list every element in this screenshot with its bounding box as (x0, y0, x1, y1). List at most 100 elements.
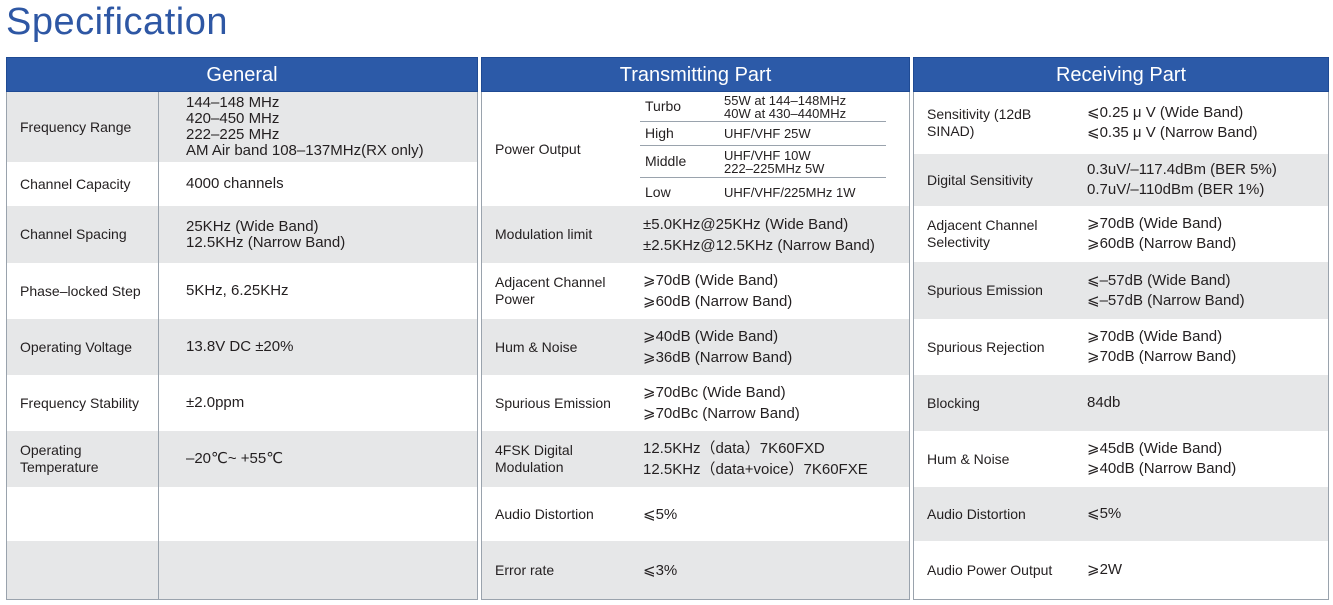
general-row: Operating Temperature –20℃~ +55℃ (7, 431, 477, 487)
transmitting-rows: Power Output Turbo 55W at 144–148MHz 40W at… (481, 92, 910, 600)
transmitting-value: ⩽3% (628, 541, 677, 599)
general-value (159, 487, 186, 541)
receiving-row: Spurious Rejection ⩾70dB (Wide Band) ⩾70dB… (914, 319, 1328, 375)
transmitting-row: Adjacent Channel Power ⩾70dB (Wide Band) ⩾… (482, 263, 909, 319)
transmitting-value-line: ⩾70dB (Wide Band) (643, 272, 779, 289)
receiving-label: Sensitivity (12dB SINAD) (927, 106, 1032, 139)
power-level-name: Turbo (645, 98, 682, 114)
receiving-label: Spurious Emission (927, 282, 1043, 298)
general-label: Frequency Stability (7, 375, 159, 431)
general-value-line: –20℃~ +55℃ (186, 450, 284, 467)
receiving-row: Adjacent Channel Selectivity ⩾70dB (Wide … (914, 206, 1328, 262)
transmitting-value-line: ⩾70dBc (Wide Band) (643, 384, 786, 401)
transmitting-value: ⩾70dB (Wide Band) ⩾60dB (Narrow Band) (628, 263, 792, 319)
transmitting-row: Audio Distortion ⩽5% (482, 487, 909, 541)
receiving-label: Blocking (927, 394, 980, 411)
receiving-value-line: ⩽0.25 μ V (Wide Band) (1087, 104, 1244, 121)
receiving-rows: Sensitivity (12dB SINAD) ⩽0.25 μ V (Wide … (913, 92, 1329, 600)
receiving-row: Spurious Emission ⩽–57dB (Wide Band) ⩽–57d… (914, 262, 1328, 319)
receiving-row: Digital Sensitivity 0.3uV/–117.4dBm (BER … (914, 154, 1328, 206)
general-label: Channel Spacing (7, 206, 159, 263)
receiving-row: Sensitivity (12dB SINAD) ⩽0.25 μ V (Wide … (914, 92, 1328, 154)
transmitting-value-line: ±5.0KHz@25KHz (Wide Band) (643, 215, 849, 233)
receiving-value: ⩾45dB (Wide Band) ⩾40dB (Narrow Band) (1074, 431, 1236, 487)
transmitting-value: ⩾70dBc (Wide Band) ⩾70dBc (Narrow Band) (628, 375, 800, 431)
receiving-label: Digital Sensitivity (927, 171, 1033, 188)
transmitting-label: Spurious Emission (495, 394, 611, 411)
transmitting-row: Hum & Noise ⩾40dB (Wide Band) ⩾36dB (Narro… (482, 319, 909, 375)
general-panel: General Frequency Range 144–148 MHz 420–45… (6, 57, 478, 600)
power-level-value: UHF/VHF/225MHz 1W (724, 186, 855, 199)
general-value-line: 420–450 MHz (186, 110, 280, 127)
general-header: General (6, 57, 478, 92)
transmitting-value: ±5.0KHz@25KHz (Wide Band) ±2.5KHz@12.5KHz… (628, 206, 875, 263)
receiving-row: Audio Power Output ⩾2W (914, 541, 1328, 599)
general-label: Operating Temperature (7, 431, 159, 487)
receiving-row: Audio Distortion ⩽5% (914, 487, 1328, 541)
general-row: Channel Spacing 25KHz (Wide Band) 12.5KHz … (7, 206, 477, 263)
power-level-value: UHF/VHF 10W 222–225MHz 5W (724, 149, 824, 175)
power-level-row: High UHF/VHF 25W (640, 122, 886, 146)
general-row (7, 487, 477, 541)
general-value-line: 25KHz (Wide Band) (186, 217, 319, 235)
receiving-value-line: ⩾70dB (Narrow Band) (1087, 348, 1237, 365)
power-level-value-line: UHF/VHF/225MHz 1W (724, 184, 856, 200)
receiving-value: ⩾2W (1074, 541, 1122, 599)
power-level-row: Turbo 55W at 144–148MHz 40W at 430–440MHz (640, 92, 886, 122)
general-value: 5KHz, 6.25KHz (159, 263, 289, 319)
transmitting-value-line: ⩽3% (643, 561, 678, 579)
transmitting-row: 4FSK Digital Modulation 12.5KHz（data）7K60… (482, 431, 909, 487)
general-value-line: 222–225 MHz (186, 126, 280, 143)
transmitting-row: Error rate ⩽3% (482, 541, 909, 599)
transmitting-header: Transmitting Part (481, 57, 910, 92)
receiving-label: Audio Power Output (927, 561, 1053, 578)
power-level-name: Middle (645, 153, 687, 169)
general-value (159, 541, 186, 599)
general-label: Operating Voltage (7, 319, 159, 375)
transmitting-label: Modulation limit (495, 226, 593, 242)
power-level-value-line: 40W at 430–440MHz (724, 105, 847, 121)
receiving-label: Audio Distortion (927, 505, 1026, 522)
receiving-value-line: ⩾60dB (Narrow Band) (1087, 235, 1237, 252)
receiving-value-line: ⩾70dB (Wide Band) (1087, 328, 1223, 345)
general-row: Frequency Stability ±2.0ppm (7, 375, 477, 431)
transmitting-row: Spurious Emission ⩾70dBc (Wide Band) ⩾70dB… (482, 375, 909, 431)
receiving-value: 84db (1074, 375, 1120, 431)
receiving-value-line: ⩾2W (1087, 561, 1123, 578)
receiving-value: ⩾70dB (Wide Band) ⩾70dB (Narrow Band) (1074, 319, 1236, 375)
general-value-line: 12.5KHz (Narrow Band) (186, 233, 346, 251)
general-value-line: 13.8V DC ±20% (186, 338, 294, 355)
transmitting-value: ⩾40dB (Wide Band) ⩾36dB (Narrow Band) (628, 319, 792, 375)
general-value: 13.8V DC ±20% (159, 319, 293, 375)
receiving-value-line: 0.3uV/–117.4dBm (BER 5%) (1087, 161, 1277, 178)
receiving-value-line: ⩽5% (1087, 505, 1122, 522)
receiving-value: 0.3uV/–117.4dBm (BER 5%) 0.7uV/–110dBm (B… (1074, 154, 1277, 206)
receiving-value: ⩾70dB (Wide Band) ⩾60dB (Narrow Band) (1074, 206, 1236, 262)
transmitting-value: 12.5KHz（data）7K60FXD 12.5KHz（data+voice）7… (628, 431, 868, 487)
transmitting-value-line: ⩾40dB (Wide Band) (643, 328, 779, 345)
transmitting-value-line: ⩽5% (643, 505, 678, 523)
receiving-value-line: ⩾45dB (Wide Band) (1087, 440, 1223, 457)
transmitting-label: Error rate (495, 561, 555, 578)
general-row: Frequency Range 144–148 MHz 420–450 MHz 222… (7, 92, 477, 162)
general-label: Frequency Range (7, 92, 159, 162)
power-level-row: Middle UHF/VHF 10W 222–225MHz 5W (640, 146, 886, 178)
power-level-name: High (645, 125, 674, 141)
general-value-line: 4000 channels (186, 175, 284, 192)
transmitting-row: Modulation limit ±5.0KHz@25KHz (Wide Band… (482, 206, 909, 263)
power-output-row: Power Output Turbo 55W at 144–148MHz 40W at… (482, 92, 909, 206)
receiving-value-line: 0.7uV/–110dBm (BER 1%) (1087, 181, 1265, 198)
page-title: Specification (6, 1, 228, 43)
transmitting-label: Audio Distortion (495, 505, 594, 522)
general-row (7, 541, 477, 599)
general-row: Phase–locked Step 5KHz, 6.25KHz (7, 263, 477, 319)
general-value-line: 5KHz, 6.25KHz (186, 282, 289, 299)
receiving-panel: Receiving Part Sensitivity (12dB SINAD) ⩽… (913, 57, 1329, 600)
general-label: Phase–locked Step (7, 263, 159, 319)
power-level-value: UHF/VHF 25W (724, 127, 811, 140)
receiving-value-line: ⩾70dB (Wide Band) (1087, 215, 1223, 232)
general-rows: Frequency Range 144–148 MHz 420–450 MHz 222… (6, 92, 478, 600)
transmitting-value-line: ⩾70dBc (Narrow Band) (643, 405, 800, 422)
power-level-value-line: 55W at 144–148MHz (724, 92, 847, 108)
general-row: Operating Voltage 13.8V DC ±20% (7, 319, 477, 375)
